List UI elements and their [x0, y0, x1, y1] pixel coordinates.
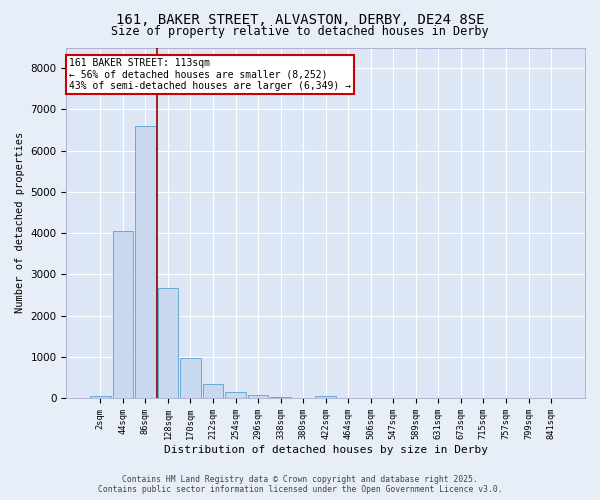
- X-axis label: Distribution of detached houses by size in Derby: Distribution of detached houses by size …: [164, 445, 488, 455]
- Bar: [225, 392, 246, 398]
- Text: 161, BAKER STREET, ALVASTON, DERBY, DE24 8SE: 161, BAKER STREET, ALVASTON, DERBY, DE24…: [116, 12, 484, 26]
- Bar: [113, 231, 133, 398]
- Text: Contains HM Land Registry data © Crown copyright and database right 2025.
Contai: Contains HM Land Registry data © Crown c…: [98, 474, 502, 494]
- Y-axis label: Number of detached properties: Number of detached properties: [15, 132, 25, 314]
- Bar: [180, 358, 201, 398]
- Bar: [248, 396, 268, 398]
- Bar: [90, 396, 111, 398]
- Bar: [158, 288, 178, 398]
- Bar: [316, 396, 336, 398]
- Bar: [135, 126, 156, 398]
- Bar: [203, 384, 223, 398]
- Bar: [270, 396, 291, 398]
- Text: 161 BAKER STREET: 113sqm
← 56% of detached houses are smaller (8,252)
43% of sem: 161 BAKER STREET: 113sqm ← 56% of detach…: [69, 58, 351, 91]
- Text: Size of property relative to detached houses in Derby: Size of property relative to detached ho…: [111, 25, 489, 38]
